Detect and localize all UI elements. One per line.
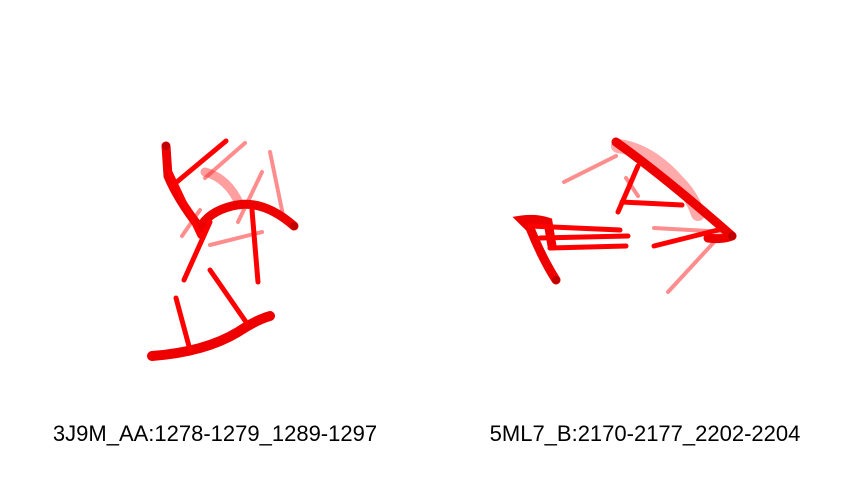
base-stick [562, 154, 618, 184]
base-stick [624, 176, 640, 198]
rna-structure-left-image [147, 138, 299, 361]
base-stick [615, 163, 641, 215]
base-stick [236, 170, 264, 224]
strand-end-icon [290, 222, 298, 230]
backbone-strand [611, 137, 737, 241]
base-stick [207, 267, 249, 325]
base-stick [666, 238, 718, 294]
base-stick [249, 207, 261, 285]
base-stick [181, 219, 213, 283]
base-stick [619, 199, 685, 208]
base-stick [173, 295, 193, 353]
base-stick [651, 227, 721, 249]
base-stick [537, 233, 631, 241]
base-stick [169, 138, 229, 189]
base-stick [203, 141, 247, 180]
base-stick [167, 169, 203, 239]
rna-structure-right-image [512, 137, 737, 294]
strand-end-icon [162, 142, 170, 150]
base-stick [527, 223, 623, 233]
structure-label: 3J9M_AA:1278-1279_1289-1297 [52, 421, 378, 446]
strand-end-icon [728, 232, 736, 240]
strand-end-icon [552, 276, 560, 284]
base-stick [268, 150, 286, 222]
base-stick [547, 243, 629, 251]
structure-label: 5ML7_B:2170-2177_2202-2204 [489, 421, 801, 446]
backbone-strand [147, 311, 275, 361]
structure-panel-left: 3J9M_AA:1278-1279_1289-1297 [52, 138, 378, 446]
backbone-strand [512, 214, 561, 285]
backbone-strand [161, 141, 299, 237]
backbone-segment [200, 167, 245, 210]
structure-panel-right: 5ML7_B:2170-2177_2202-2204 [430, 0, 860, 480]
